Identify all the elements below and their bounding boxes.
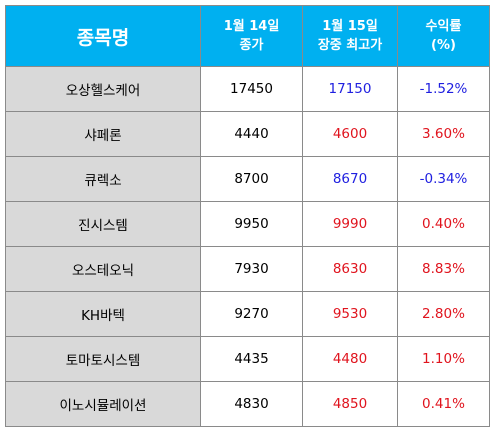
close-price-cell: 9270: [200, 291, 303, 337]
return-cell: -1.52%: [397, 66, 490, 112]
return-cell: 0.41%: [397, 381, 490, 427]
header-close-jan14-line2: 종가: [239, 38, 264, 53]
stock-name-cell: 토마토시스템: [5, 336, 201, 382]
stock-name-cell: 오스테오닉: [5, 246, 201, 292]
header-close-jan14-line1: 1월 14일: [223, 19, 280, 34]
header-return-line1: 수익률: [425, 19, 462, 34]
close-price-cell: 17450: [200, 66, 303, 112]
stock-name-cell: 샤페론: [5, 111, 201, 157]
close-price-cell: 4435: [200, 336, 303, 382]
table-row: 오상헬스케어 17450 17150 -1.52%: [5, 66, 490, 112]
stock-name-cell: 이노시뮬레이션: [5, 381, 201, 427]
table-row: 오스테오닉 7930 8630 8.83%: [5, 246, 490, 292]
table-row: 이노시뮬레이션 4830 4850 0.41%: [5, 381, 490, 427]
header-close-jan14: 1월 14일 종가: [200, 5, 303, 67]
return-cell: 0.40%: [397, 201, 490, 247]
header-row: 종목명 1월 14일 종가 1월 15일 장중 최고가 수익률 (%): [5, 5, 490, 67]
high-price-cell: 4480: [302, 336, 398, 382]
table-row: KH바텍 9270 9530 2.80%: [5, 291, 490, 337]
high-price-cell: 4850: [302, 381, 398, 427]
header-return: 수익률 (%): [397, 5, 490, 67]
table-row: 토마토시스템 4435 4480 1.10%: [5, 336, 490, 382]
close-price-cell: 9950: [200, 201, 303, 247]
return-cell: 8.83%: [397, 246, 490, 292]
high-price-cell: 17150: [302, 66, 398, 112]
return-cell: 2.80%: [397, 291, 490, 337]
stock-return-table: 종목명 1월 14일 종가 1월 15일 장중 최고가 수익률 (%) 오상헬스…: [5, 5, 490, 427]
close-price-cell: 8700: [200, 156, 303, 202]
close-price-cell: 4830: [200, 381, 303, 427]
return-cell: -0.34%: [397, 156, 490, 202]
table-row: 진시스템 9950 9990 0.40%: [5, 201, 490, 247]
header-return-line2: (%): [431, 38, 456, 53]
stock-name-cell: 진시스템: [5, 201, 201, 247]
header-high-jan15: 1월 15일 장중 최고가: [302, 5, 398, 67]
header-high-jan15-line2: 장중 최고가: [317, 38, 383, 53]
high-price-cell: 9990: [302, 201, 398, 247]
header-high-jan15-line1: 1월 15일: [322, 19, 378, 34]
high-price-cell: 8670: [302, 156, 398, 202]
return-cell: 3.60%: [397, 111, 490, 157]
high-price-cell: 9530: [302, 291, 398, 337]
return-cell: 1.10%: [397, 336, 490, 382]
table-row: 큐렉소 8700 8670 -0.34%: [5, 156, 490, 202]
close-price-cell: 7930: [200, 246, 303, 292]
stock-table-container: 종목명 1월 14일 종가 1월 15일 장중 최고가 수익률 (%) 오상헬스…: [5, 5, 490, 427]
stock-name-cell: 큐렉소: [5, 156, 201, 202]
stock-name-cell: KH바텍: [5, 291, 201, 337]
close-price-cell: 4440: [200, 111, 303, 157]
header-stock-name: 종목명: [5, 5, 201, 67]
high-price-cell: 8630: [302, 246, 398, 292]
table-row: 샤페론 4440 4600 3.60%: [5, 111, 490, 157]
stock-name-cell: 오상헬스케어: [5, 66, 201, 112]
high-price-cell: 4600: [302, 111, 398, 157]
